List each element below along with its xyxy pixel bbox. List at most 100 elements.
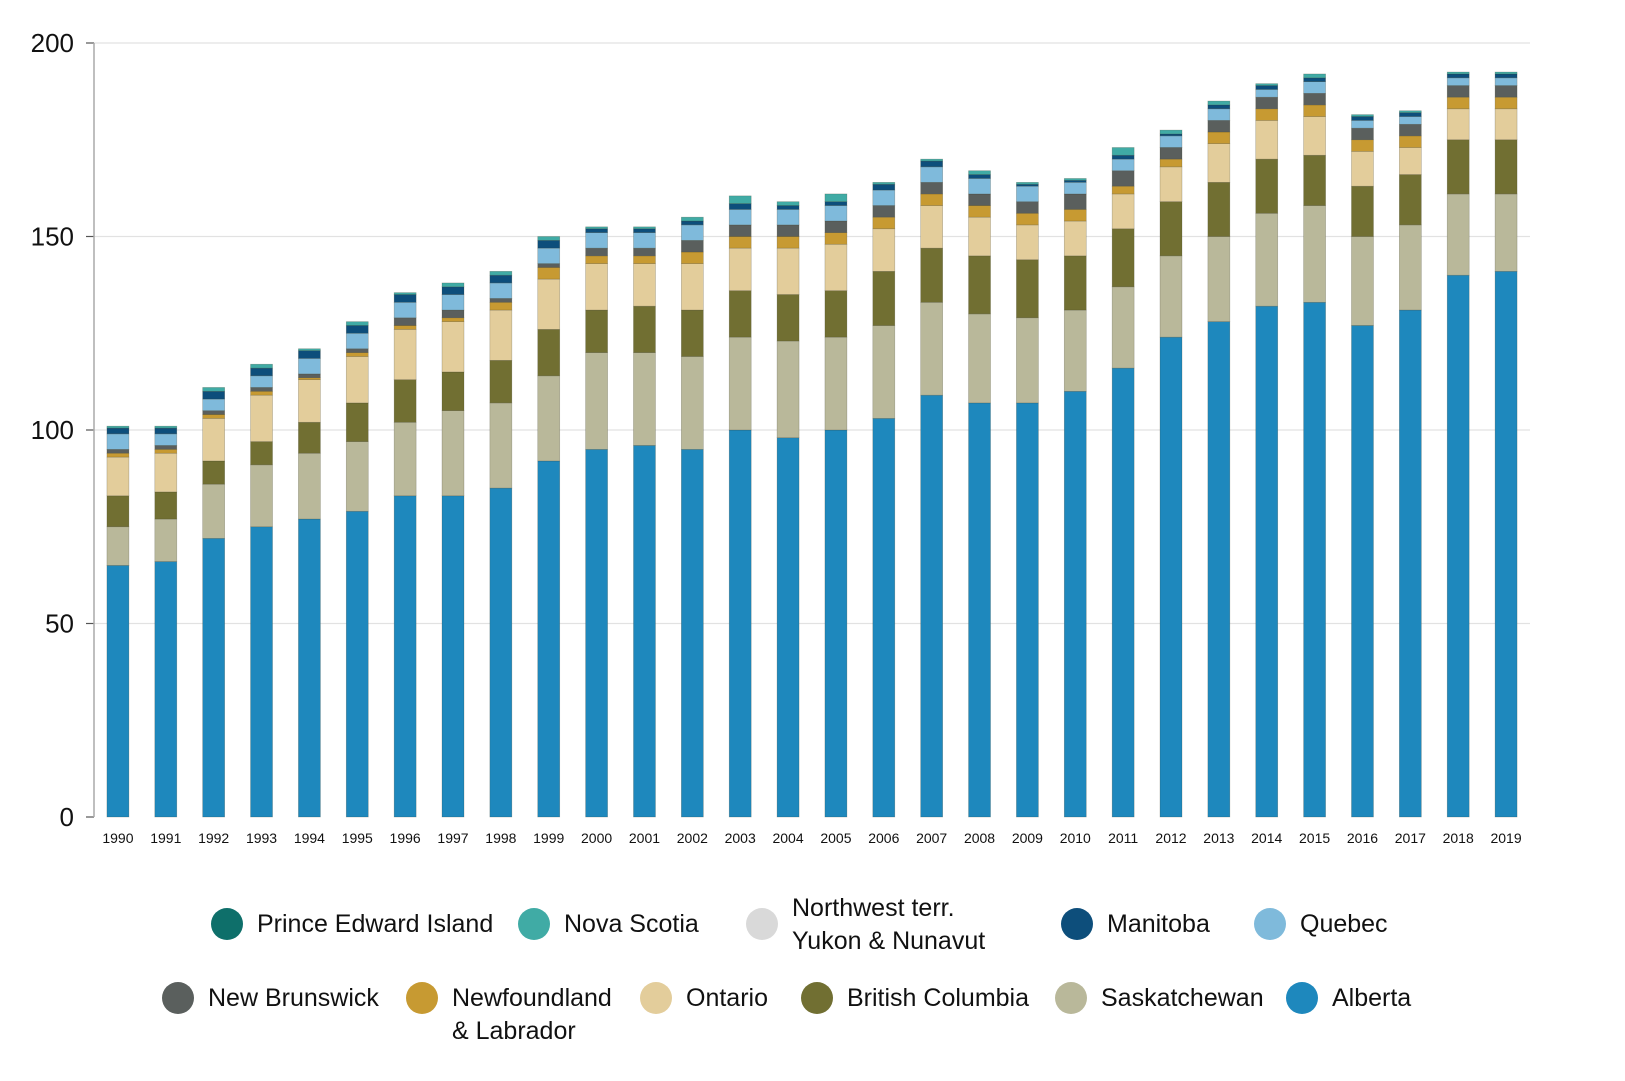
bar-segment-newfoundland-labrador	[1016, 212, 1039, 226]
x-tick-label: 2010	[1060, 830, 1091, 846]
bar-segment-quebec	[776, 209, 800, 226]
bar-segment-manitoba	[1351, 116, 1374, 121]
bar-segment-alberta	[728, 429, 752, 818]
bar-segment-manitoba	[1494, 73, 1518, 79]
bar-segment-alberta	[250, 526, 273, 818]
bar-segment-nova-scotia	[728, 195, 752, 204]
bar-stack-2010	[1063, 178, 1087, 818]
bar-segment-quebec	[1351, 120, 1374, 129]
legend-item-manitoba: Manitoba	[1061, 908, 1210, 941]
bar-segment-alberta	[681, 449, 704, 818]
bar-segment-new-brunswick	[1303, 93, 1326, 106]
bar-segment-alberta	[441, 495, 465, 818]
bar-stack-2016	[1351, 114, 1374, 818]
bar-stack-2005	[824, 193, 848, 818]
legend-swatch-icon	[211, 908, 243, 940]
bar-stack-2008	[968, 170, 991, 818]
legend-swatch-icon	[1286, 982, 1318, 1014]
bar-segment-ontario	[298, 379, 321, 423]
bar-segment-nova-scotia	[920, 158, 943, 162]
bar-segment-saskatchewan	[1303, 205, 1326, 303]
bar-segment-quebec	[633, 232, 656, 249]
bar-segment-nova-scotia	[1494, 71, 1518, 75]
bar-segment-saskatchewan	[968, 313, 991, 404]
bar-segment-newfoundland-labrador	[1446, 96, 1470, 110]
bar-segment-british-columbia	[681, 309, 704, 357]
x-tick-label: 2014	[1251, 830, 1282, 846]
bar-segment-ontario	[920, 205, 943, 249]
bar-segment-ontario	[633, 263, 656, 307]
bar-segment-newfoundland-labrador	[537, 267, 561, 280]
bar-segment-british-columbia	[250, 441, 273, 466]
x-tick-label: 2012	[1155, 830, 1186, 846]
bar-segment-ontario	[1016, 224, 1039, 261]
bar-segment-nova-scotia	[776, 201, 800, 206]
x-tick-label: 2019	[1490, 830, 1521, 846]
bar-segment-quebec	[250, 375, 273, 388]
bar-segment-manitoba	[681, 220, 704, 226]
x-tick-label: 2016	[1347, 830, 1378, 846]
bar-segment-manitoba	[345, 325, 369, 334]
bar-stack-1990	[106, 425, 130, 818]
y-tick-label: 200	[31, 28, 74, 58]
bar-segment-quebec	[1207, 108, 1231, 121]
bar-segment-ontario	[1111, 193, 1135, 230]
bar-segment-new-brunswick	[968, 193, 991, 206]
bar-segment-ontario	[1351, 151, 1374, 187]
bar-segment-saskatchewan	[681, 356, 704, 450]
bar-segment-manitoba	[1207, 104, 1231, 110]
bar-segment-nova-scotia	[1207, 100, 1231, 106]
bar-segment-alberta	[393, 495, 417, 818]
x-tick-label: 1996	[390, 830, 421, 846]
bar-segment-british-columbia	[1255, 158, 1279, 214]
bar-segment-ontario	[1063, 220, 1087, 257]
bar-segment-new-brunswick	[1494, 85, 1518, 98]
bar-segment-ontario	[202, 418, 225, 462]
bar-segment-saskatchewan	[345, 441, 369, 512]
x-tick-label: 1998	[485, 830, 516, 846]
bar-segment-ontario	[393, 329, 417, 380]
bar-segment-ontario	[1207, 143, 1231, 183]
bar-segment-british-columbia	[824, 290, 848, 338]
bar-stack-1999	[537, 236, 561, 818]
bar-segment-quebec	[1303, 81, 1326, 94]
y-tick-label: 50	[45, 609, 74, 639]
bar-segment-british-columbia	[1494, 139, 1518, 195]
bar-segment-saskatchewan	[1351, 236, 1374, 326]
bar-stack-2007	[920, 158, 943, 818]
x-tick-label: 1994	[294, 830, 325, 846]
bar-segment-british-columbia	[1063, 255, 1087, 311]
bar-segment-saskatchewan	[1207, 236, 1231, 322]
legend-item-newfoundland-labrador: Newfoundland & Labrador	[406, 982, 612, 1048]
legend-item-northwest-territories: Northwest terr. Yukon & Nunavut	[746, 892, 985, 958]
bar-stack-1993	[250, 363, 273, 818]
x-tick-label: 2004	[772, 830, 803, 846]
bar-segment-nova-scotia	[1159, 129, 1183, 135]
bar-segment-manitoba	[585, 228, 608, 233]
legend-item-british-columbia: British Columbia	[801, 982, 1029, 1015]
legend-swatch-icon	[640, 982, 672, 1014]
legend-label: Manitoba	[1107, 910, 1210, 938]
bar-segment-manitoba	[776, 205, 800, 210]
bar-stack-2002	[681, 216, 704, 818]
bar-segment-new-brunswick	[728, 224, 752, 237]
bar-segment-nova-scotia	[824, 193, 848, 202]
legend-label: New Brunswick	[208, 984, 379, 1012]
legend-item-new-brunswick: New Brunswick	[162, 982, 379, 1015]
bar-segment-nova-scotia	[633, 226, 656, 230]
bar-stack-2004	[776, 201, 800, 818]
legend-swatch-icon	[518, 908, 550, 940]
bar-segment-british-columbia	[345, 402, 369, 442]
bar-stack-2012	[1159, 129, 1183, 818]
x-tick-label: 2008	[964, 830, 995, 846]
legend-swatch-icon	[746, 908, 778, 940]
bar-segment-ontario	[441, 321, 465, 373]
bar-segment-new-brunswick	[1207, 120, 1231, 133]
bar-segment-manitoba	[106, 427, 130, 435]
bar-segment-quebec	[681, 224, 704, 241]
bar-segment-ontario	[1303, 116, 1326, 156]
bar-stack-2011	[1111, 147, 1135, 818]
bar-stack-2017	[1399, 110, 1422, 818]
bar-segment-newfoundland-labrador	[202, 414, 225, 419]
